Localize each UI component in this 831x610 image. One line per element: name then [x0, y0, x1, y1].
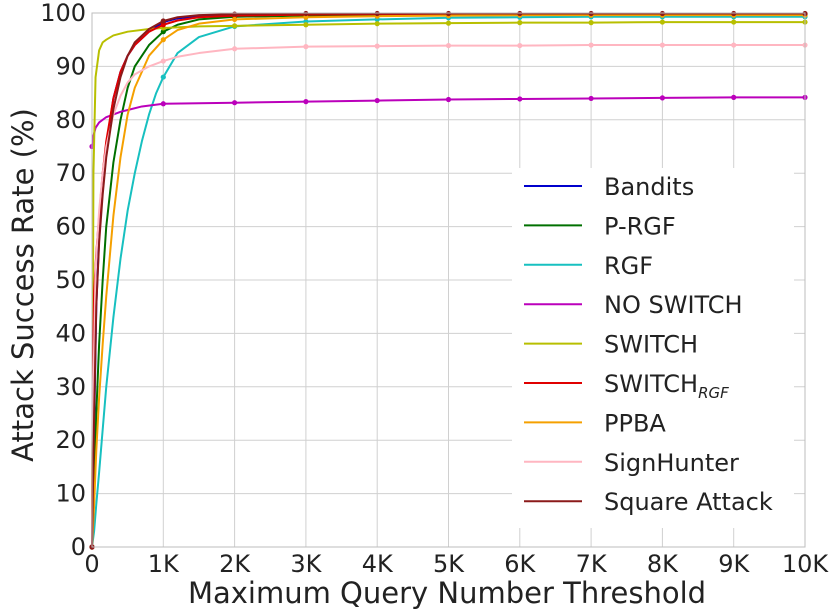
legend-label: RGF — [604, 252, 653, 280]
data-point — [160, 101, 166, 107]
x-axis-ticks: 0 1K 2K 3K 4K 5K 6K 7K 8K 9K 10K — [84, 550, 829, 578]
x-tick-label: 0 — [84, 550, 99, 578]
y-tick-label: 70 — [55, 159, 86, 187]
data-point — [445, 42, 452, 49]
data-point — [731, 10, 737, 17]
data-point — [160, 18, 166, 24]
legend-label-text: SWITCH — [604, 331, 698, 359]
x-axis-title: Maximum Query Number Threshold — [188, 576, 706, 610]
data-point — [232, 23, 238, 29]
y-tick-label: 60 — [55, 213, 86, 241]
y-axis-title: Attack Success Rate (%) — [6, 108, 40, 462]
data-point — [659, 19, 666, 25]
x-tick-label: 7K — [576, 550, 608, 578]
legend-label: SignHunter — [604, 449, 739, 477]
data-point — [517, 20, 523, 26]
y-axis-ticks: 0 10 20 30 40 50 60 70 80 90 100 — [40, 0, 86, 561]
series-layer — [89, 10, 808, 550]
data-point — [659, 95, 666, 101]
data-point — [588, 20, 594, 26]
legend-label: SWITCH — [604, 331, 698, 359]
data-point — [232, 16, 238, 23]
plot-frame — [91, 12, 806, 548]
legend-label-text: SWITCH — [604, 370, 698, 398]
data-point — [445, 20, 452, 26]
data-point — [303, 14, 309, 20]
data-point — [517, 42, 523, 49]
legend-label: SWITCHRGF — [604, 370, 729, 402]
series-line — [91, 21, 805, 548]
x-tick-label: 6K — [504, 550, 536, 578]
data-point — [303, 10, 309, 17]
legend-label: Square Attack — [604, 488, 773, 516]
x-tick-label: 2K — [219, 550, 251, 578]
data-point — [731, 42, 737, 48]
data-point — [588, 95, 594, 102]
data-point — [731, 19, 737, 25]
x-tick-label: 8K — [647, 550, 679, 578]
data-point — [588, 42, 594, 48]
data-point — [374, 43, 380, 49]
x-tick-label: 4K — [362, 550, 394, 578]
data-point — [232, 100, 238, 106]
data-point — [731, 94, 737, 100]
legend-label-text: Bandits — [604, 173, 694, 201]
data-point — [517, 10, 523, 17]
data-point — [445, 10, 452, 17]
legend-label-text: P-RGF — [604, 212, 676, 240]
data-point — [160, 74, 166, 80]
data-point — [303, 44, 309, 50]
y-tick-label: 30 — [55, 373, 86, 401]
x-tick-label: 3K — [290, 550, 322, 578]
series-line — [91, 96, 805, 147]
data-point — [659, 10, 666, 17]
data-point — [374, 97, 380, 104]
x-tick-label: 9K — [718, 550, 750, 578]
y-tick-label: 100 — [40, 0, 86, 27]
y-tick-label: 50 — [55, 266, 86, 294]
legend-label-text: RGF — [604, 252, 653, 280]
data-point — [160, 22, 166, 28]
legend-label: NO SWITCH — [604, 291, 743, 319]
legend-label: P-RGF — [604, 212, 676, 240]
y-tick-label: 0 — [71, 533, 86, 561]
data-point — [445, 96, 452, 103]
y-tick-label: 10 — [55, 480, 86, 508]
data-point — [160, 58, 166, 64]
data-point — [659, 42, 666, 48]
data-point — [232, 46, 238, 52]
y-tick-label: 90 — [55, 52, 86, 80]
data-point — [232, 11, 238, 17]
x-tick-label: 5K — [433, 550, 465, 578]
y-tick-label: 80 — [55, 106, 86, 134]
legend-label: PPBA — [604, 409, 666, 437]
legend-frame — [512, 168, 794, 528]
legend-label-text: NO SWITCH — [604, 291, 743, 319]
legend-label-text: SignHunter — [604, 449, 739, 477]
data-point — [374, 10, 380, 17]
legend-label-text: Square Attack — [604, 488, 773, 516]
y-tick-label: 40 — [55, 319, 86, 347]
data-point — [160, 37, 166, 43]
x-tick-label: 1K — [148, 550, 180, 578]
legend-label: Bandits — [604, 173, 694, 201]
data-point — [588, 10, 594, 17]
legend-label-subscript: RGF — [698, 384, 729, 402]
x-tick-label: 10K — [782, 550, 830, 578]
data-point — [303, 99, 309, 105]
data-point — [517, 96, 523, 102]
data-point — [303, 22, 309, 28]
data-point — [160, 29, 166, 35]
legend-label-text: PPBA — [604, 409, 666, 437]
data-point — [374, 21, 380, 27]
y-tick-label: 20 — [55, 426, 86, 454]
